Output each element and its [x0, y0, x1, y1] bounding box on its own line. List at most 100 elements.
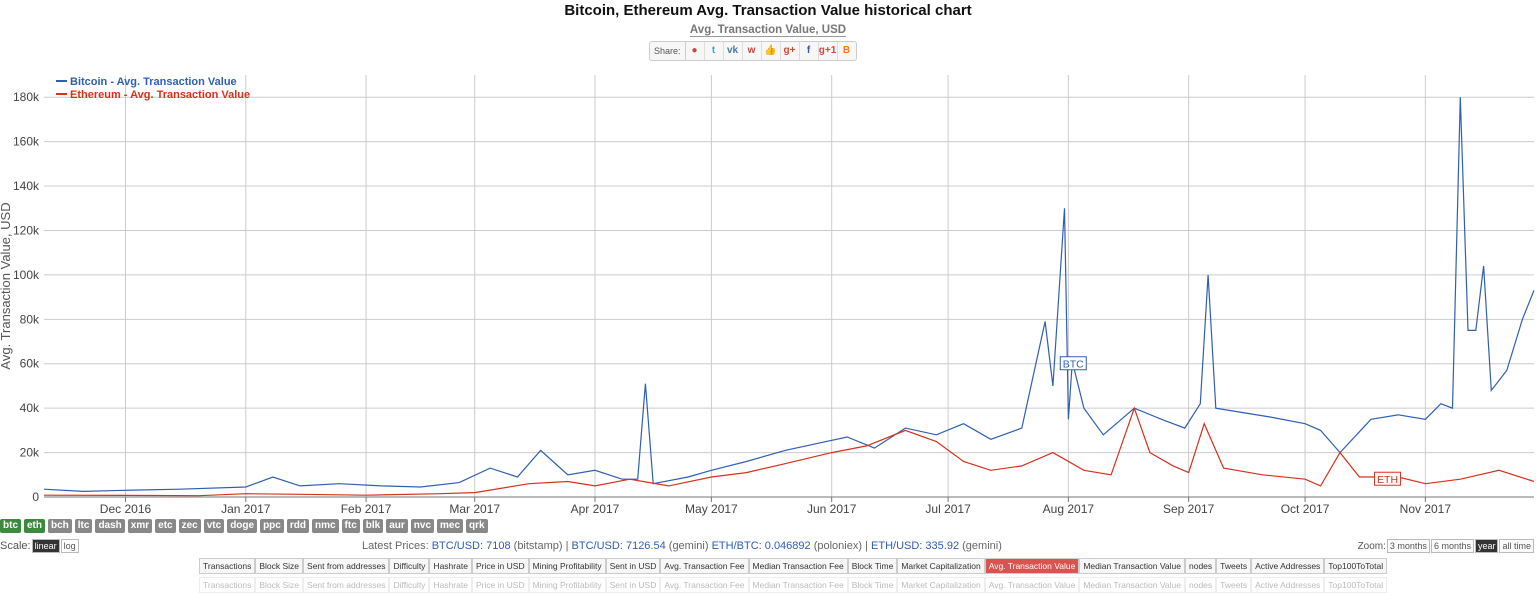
y-tick-label: 140k	[13, 179, 40, 193]
subtitle-link[interactable]: Avg. Transaction Value, USD	[689, 24, 847, 37]
coin-nmc[interactable]: nmc	[311, 519, 339, 533]
vk-icon[interactable]: vk	[724, 42, 743, 60]
like-icon[interactable]: 👍	[762, 42, 781, 60]
metric-tabs: Transactions Block Size Sent from addresse…	[199, 558, 1388, 574]
coin-aur[interactable]: aur	[386, 519, 408, 533]
metric-tab-block-size[interactable]: Block Size	[255, 558, 304, 574]
btc-usd2-value: 7126.54	[625, 540, 666, 552]
coin-qrk[interactable]: qrk	[466, 519, 488, 533]
metric-tab-avg-transaction-value[interactable]: Avg. Transaction Value	[984, 558, 1080, 574]
x-tick-label: Dec 2016	[100, 502, 152, 516]
scale-control: Scale: linear log	[0, 539, 79, 553]
weibo-icon[interactable]: w	[743, 42, 762, 60]
coin-selector: btc eth bch ltc dash xmr etc zec vtc doge ppc rdd nm…	[0, 519, 488, 533]
coin-dash[interactable]: dash	[95, 519, 125, 533]
x-tick-label: Apr 2017	[571, 502, 620, 516]
x-tick-label: May 2017	[685, 502, 738, 516]
metric-tab-tweets[interactable]: Tweets	[1216, 558, 1252, 574]
twitter-icon[interactable]: t	[705, 42, 724, 60]
metric-tab-avg-transaction-fee[interactable]: Avg. Transaction Fee	[660, 558, 749, 574]
btc-usd-label: BTC/USD:	[431, 540, 484, 552]
metric-ghost-block-size: Block Size	[255, 577, 304, 593]
google-plus-one-icon[interactable]: g+1	[819, 42, 838, 60]
metric-tab-market-capitalization[interactable]: Market Capitalization	[897, 558, 985, 574]
metric-tab-active-addresses[interactable]: Active Addresses	[1251, 558, 1325, 574]
latest-prices: Latest Prices: BTC/USD: 7108 (bitstamp) …	[362, 540, 1002, 552]
share-bar: Share: ● t vk w 👍 g+ f g+1 B	[649, 41, 857, 61]
metric-tab-price-in-usd[interactable]: Price in USD	[471, 558, 529, 574]
coin-xmr[interactable]: xmr	[127, 519, 153, 533]
metric-ghost-price-in-usd: Price in USD	[471, 577, 529, 593]
coin-ftc[interactable]: ftc	[341, 519, 360, 533]
series-flag-box-eth	[1374, 471, 1402, 486]
y-axis-label: Avg. Transaction Value, USD	[0, 202, 13, 369]
metric-tab-hashrate[interactable]: Hashrate	[429, 558, 472, 574]
chart-area: 0 20k 40k 60k 80k 100k 120k 140k 160k 180k Dec 201…	[0, 75, 1535, 516]
reddit-icon[interactable]: ●	[686, 42, 705, 60]
metric-ghost-market-capitalization: Market Capitalization	[897, 577, 985, 593]
zoom-all-time-button[interactable]: all time	[1499, 539, 1534, 553]
series-flag-btc: BTC	[1063, 359, 1084, 371]
metric-tab-sent-from-addresses[interactable]: Sent from addresses	[303, 558, 390, 574]
metric-ghost-transactions: Transactions	[199, 577, 256, 593]
chart-subtitle: Avg. Transaction Value, USD	[0, 24, 1536, 37]
metric-tab-nodes[interactable]: nodes	[1184, 558, 1217, 574]
metric-ghost-mining-profitability: Mining Profitability	[528, 577, 606, 593]
metric-ghost-median-transaction-fee: Median Transaction Fee	[748, 577, 848, 593]
metric-tab-median-transaction-fee[interactable]: Median Transaction Fee	[748, 558, 848, 574]
btc-usd2-label: BTC/USD:	[571, 540, 623, 552]
metric-tab-difficulty[interactable]: Difficulty	[389, 558, 430, 574]
eth-usd-source: (gemini)	[962, 540, 1002, 552]
metric-ghost-block-time: Block Time	[847, 577, 898, 593]
coin-nvc[interactable]: nvc	[410, 519, 435, 533]
metric-tab-median-transaction-value[interactable]: Median Transaction Value	[1079, 558, 1185, 574]
coin-mec[interactable]: mec	[437, 519, 464, 533]
coin-blk[interactable]: blk	[362, 519, 384, 533]
coin-etc[interactable]: etc	[155, 519, 176, 533]
metric-tab-mining-profitability[interactable]: Mining Profitability	[528, 558, 606, 574]
coin-rdd[interactable]: rdd	[286, 519, 309, 533]
x-tick-label: Jun 2017	[807, 502, 857, 516]
x-tick-label: Nov 2017	[1400, 502, 1452, 516]
series-line-btc	[43, 97, 1535, 493]
y-tick-label: 160k	[13, 135, 40, 149]
metric-tab-transactions[interactable]: Transactions	[199, 558, 256, 574]
metric-tab-sent-in-usd[interactable]: Sent in USD	[605, 558, 661, 574]
y-tick-label: 80k	[20, 312, 40, 326]
coin-doge[interactable]: doge	[227, 519, 258, 533]
y-tick-label: 180k	[13, 90, 40, 104]
metric-tab-block-time[interactable]: Block Time	[847, 558, 898, 574]
zoom-year-button[interactable]: year	[1474, 539, 1499, 553]
coin-vtc[interactable]: vtc	[203, 519, 225, 533]
eth-btc-value: 0.046892	[764, 540, 811, 552]
coin-ppc[interactable]: ppc	[260, 519, 284, 533]
coin-zec[interactable]: zec	[178, 519, 201, 533]
x-tick-label: Jul 2017	[925, 502, 971, 516]
zoom-3-months-button[interactable]: 3 months	[1386, 539, 1430, 553]
legend-eth: Ethereum - Avg. Transaction Value	[70, 89, 250, 101]
metric-tab-top100tototal[interactable]: Top100ToTotal	[1324, 558, 1388, 574]
x-tick-label: Feb 2017	[341, 502, 392, 516]
x-tick-label: Jan 2017	[221, 502, 271, 516]
share-label: Share:	[650, 42, 686, 60]
y-tick-label: 0	[32, 490, 39, 504]
metric-ghost-active-addresses: Active Addresses	[1251, 577, 1325, 593]
scale-log-button[interactable]: log	[60, 539, 79, 553]
x-tick-label: Sep 2017	[1163, 502, 1215, 516]
eth-usd-label: ETH/USD:	[871, 540, 923, 552]
facebook-icon[interactable]: f	[800, 42, 819, 60]
coin-btc[interactable]: btc	[0, 519, 21, 533]
zoom-label: Zoom:	[1357, 540, 1386, 552]
zoom-6-months-button[interactable]: 6 months	[1430, 539, 1474, 553]
metric-ghost-sent-from-addresses: Sent from addresses	[303, 577, 390, 593]
coin-ltc[interactable]: ltc	[74, 519, 93, 533]
x-tick-label: Oct 2017	[1281, 502, 1330, 516]
coin-bch[interactable]: bch	[48, 519, 72, 533]
x-tick-label: Aug 2017	[1043, 502, 1095, 516]
btc-usd-value: 7108	[486, 540, 511, 552]
scale-linear-button[interactable]: linear	[31, 539, 60, 553]
coin-eth[interactable]: eth	[24, 519, 45, 533]
google-plus-icon[interactable]: g+	[781, 42, 800, 60]
y-tick-label: 120k	[13, 223, 40, 237]
blogger-icon[interactable]: B	[842, 45, 851, 56]
